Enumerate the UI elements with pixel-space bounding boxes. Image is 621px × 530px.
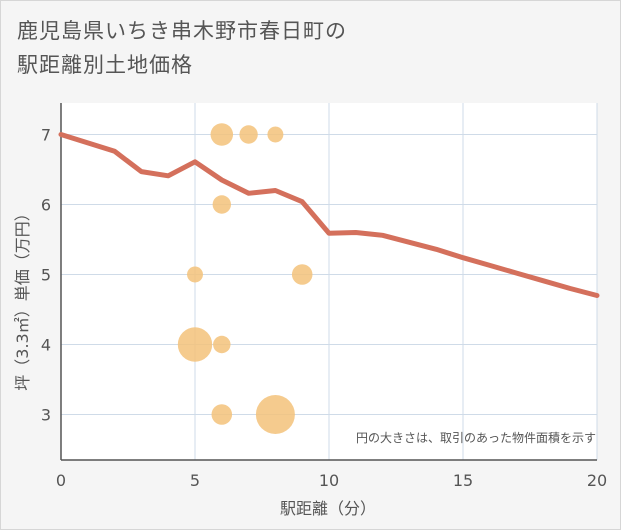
x-tick-label: 10	[319, 471, 339, 490]
y-tick-label: 3	[41, 406, 51, 425]
bubble-point	[187, 266, 203, 283]
x-tick-label: 20	[587, 471, 607, 490]
x-tick-label: 0	[56, 471, 66, 490]
bubble-point	[210, 123, 234, 146]
bubble-point	[177, 327, 213, 362]
chart-title-line-2: 駅距離別土地価格	[17, 53, 193, 77]
x-tick-label: 15	[453, 471, 473, 490]
y-tick-label: 7	[41, 126, 51, 145]
bubble-point	[239, 125, 258, 144]
y-axis-label: 坪（3.3㎡）単価（万円）	[13, 205, 32, 390]
bubble-series	[177, 123, 313, 434]
bubble-point	[267, 126, 284, 143]
bubble-point	[212, 195, 231, 214]
bubble-size-note: 円の大きさは、取引のあった物件面積を示す	[356, 430, 596, 445]
bubble-point	[255, 395, 295, 434]
x-axis-ticks: 0 5 10 15 20	[56, 471, 607, 490]
x-axis-label: 駅距離（分）	[280, 499, 376, 518]
chart-title: 鹿児島県いちき串木野市春日町の 駅距離別土地価格	[17, 14, 347, 82]
chart-title-line-1: 鹿児島県いちき串木野市春日町の	[17, 19, 347, 43]
price-trend-line	[58, 132, 600, 298]
bubble-point	[291, 264, 313, 285]
y-tick-label: 6	[41, 196, 51, 215]
bubble-point	[213, 335, 231, 354]
y-tick-label: 4	[41, 336, 51, 355]
y-tick-label: 5	[41, 266, 51, 285]
grid-lines	[60, 103, 598, 461]
bubble-point	[211, 404, 233, 425]
y-axis-ticks: 3 4 5 6 7	[41, 126, 51, 425]
x-tick-label: 5	[190, 471, 200, 490]
